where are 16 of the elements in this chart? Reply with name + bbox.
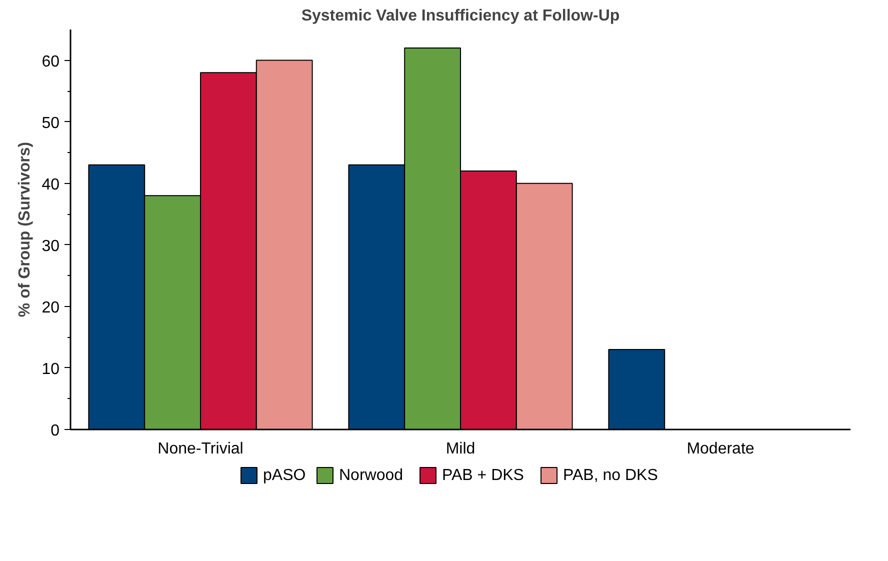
legend-label: pASO: [263, 467, 306, 484]
y-tick-label: 0: [50, 422, 60, 440]
y-tick-label: 10: [42, 360, 60, 378]
y-tick-label: 40: [42, 176, 60, 194]
y-tick-label: 20: [42, 299, 60, 316]
x-tick-label: Mild: [446, 440, 476, 458]
chart-title: Systemic Valve Insufficiency at Follow-Up: [301, 8, 620, 24]
y-tick-label: 50: [42, 114, 60, 132]
y-tick-label: 60: [42, 53, 60, 70]
legend-label: Norwood: [339, 467, 404, 484]
y-axis-title: % of Group (Survivors): [16, 142, 34, 318]
y-tick-label: 30: [42, 238, 60, 255]
legend-label: PAB, no DKS: [563, 467, 658, 484]
x-tick-label: None-Trivial: [158, 440, 244, 458]
x-tick-label: Moderate: [686, 440, 754, 458]
legend-label: PAB + DKS: [442, 467, 524, 484]
